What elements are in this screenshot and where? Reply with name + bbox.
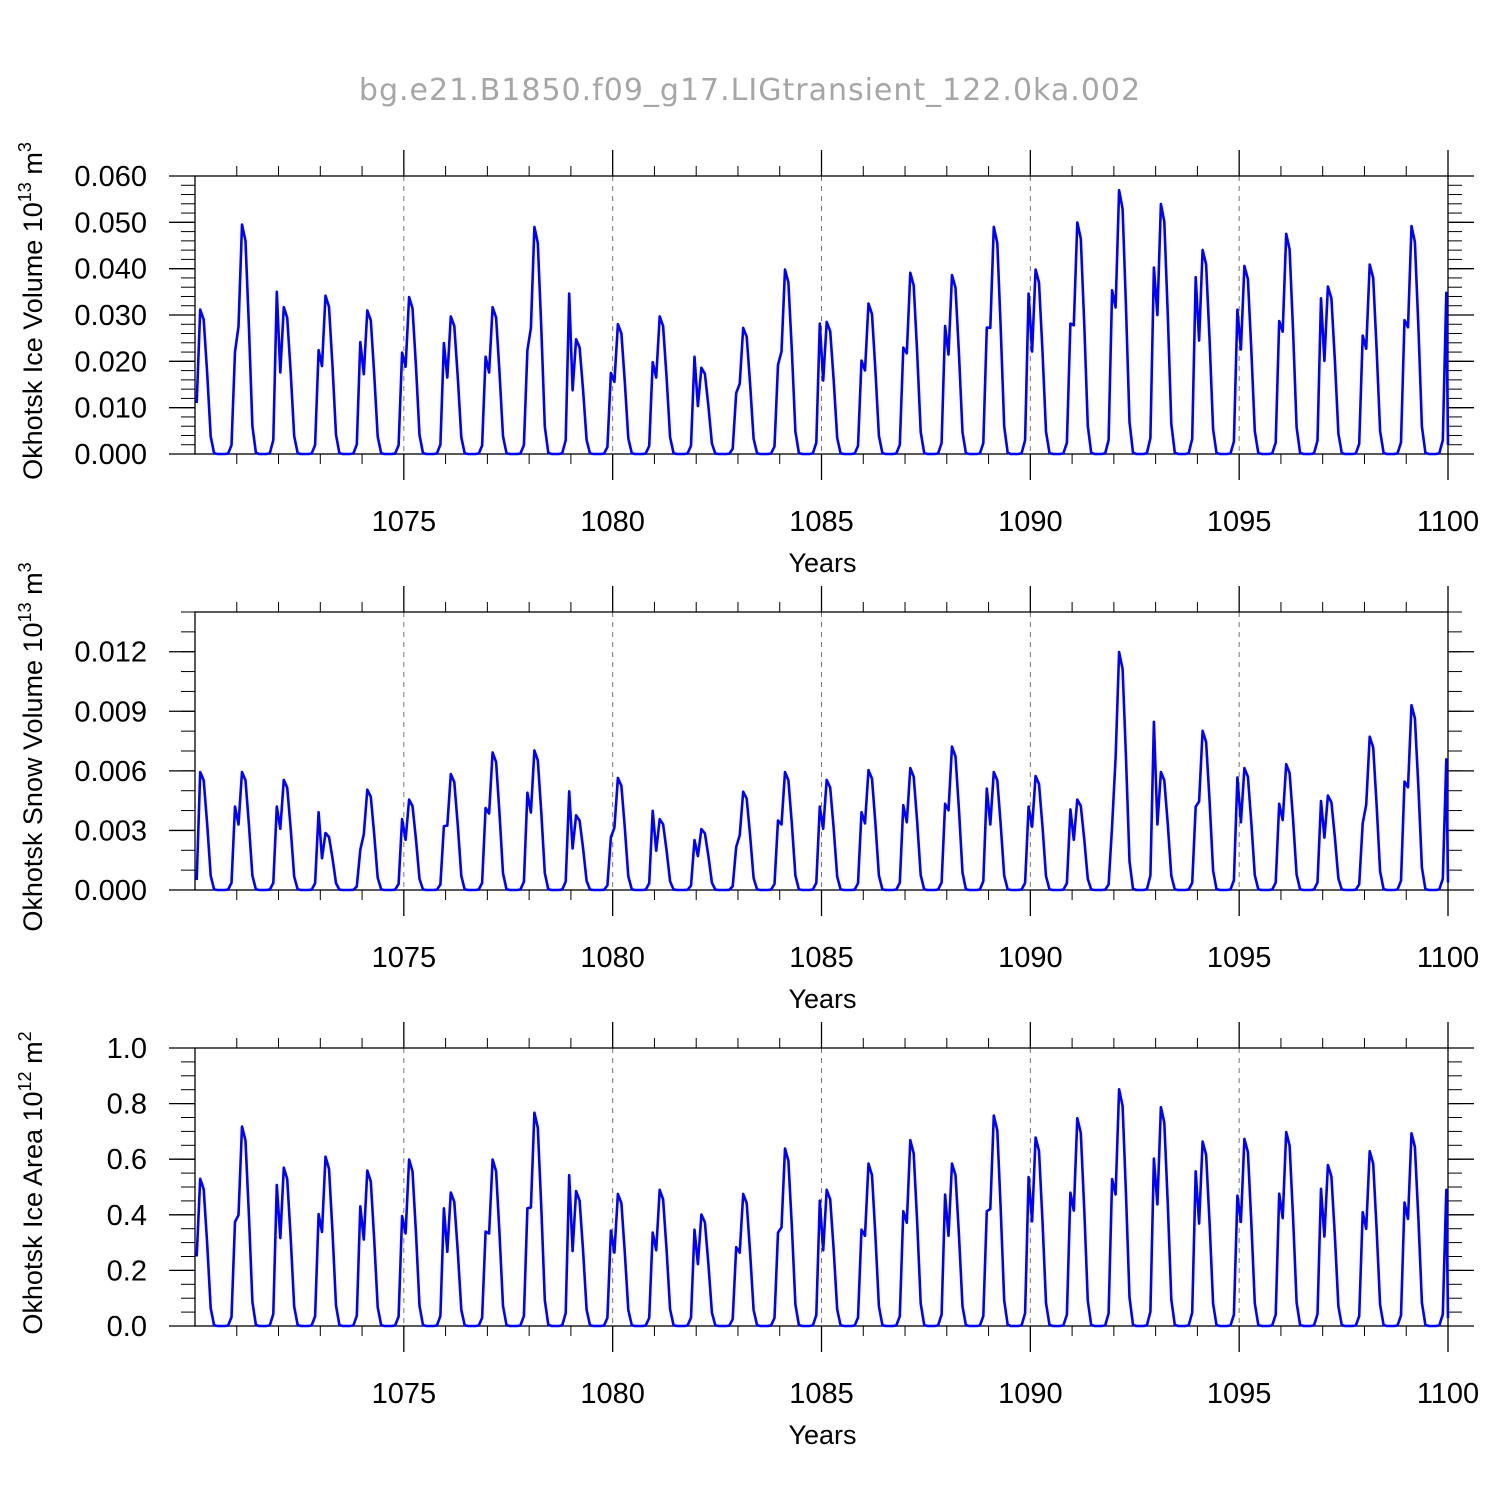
x-tick-label: 1080	[580, 1378, 645, 1410]
x-axis-label: Years	[788, 984, 856, 1014]
series-line	[195, 650, 1450, 892]
y-axis-label: Okhotsk Ice Area 1012 m2	[15, 1031, 48, 1334]
x-tick-label: 1100	[1417, 506, 1479, 538]
ice-area-panel: 1075 1080 1085 1090 1095 1100 0.0 0.2 0.4 0.6 0.8 1…	[15, 1022, 1479, 1450]
y-tick-label: 0.009	[74, 696, 147, 728]
y-tick-label: 0.060	[74, 161, 147, 193]
x-tick-label: 1095	[1207, 1378, 1272, 1410]
x-tick-label: 1100	[1417, 942, 1479, 974]
y-tick-label: 0.012	[74, 637, 147, 669]
x-tick-label: 1075	[372, 506, 437, 538]
y-tick-label: 0.0	[107, 1311, 147, 1343]
x-tick-label: 1080	[580, 506, 645, 538]
y-tick-label: 0.000	[74, 439, 147, 471]
y-tick-label: 0.003	[74, 815, 147, 847]
y-tick-label: 0.006	[74, 756, 147, 788]
series-line	[195, 188, 1450, 456]
series-line	[195, 1088, 1450, 1328]
x-tick-label: 1085	[789, 506, 854, 538]
x-tick-label: 1090	[998, 1378, 1063, 1410]
x-tick-label: 1095	[1207, 506, 1272, 538]
x-tick-label: 1090	[998, 506, 1063, 538]
x-tick-label: 1075	[372, 942, 437, 974]
ice-volume-panel: 1075 1080 1085 1090 1095 1100 0.000 0.010 0.020 0…	[15, 142, 1479, 578]
x-tick-label: 1090	[998, 942, 1063, 974]
x-axis-label: Years	[788, 1420, 856, 1450]
x-tick-label: 1075	[372, 1378, 437, 1410]
y-axis-label: Okhotsk Snow Volume 1013 m3	[15, 562, 48, 931]
figure-title: bg.e21.B1850.f09_g17.LIGtransient_122.0k…	[359, 73, 1141, 108]
x-tick-label: 1085	[789, 1378, 854, 1410]
y-tick-label: 0.000	[74, 875, 147, 907]
snow-volume-panel: 1075 1080 1085 1090 1095 1100 0.000 0.003 0.006 0…	[15, 562, 1479, 1014]
y-tick-label: 0.010	[74, 393, 147, 425]
y-tick-label: 0.6	[107, 1144, 147, 1176]
y-axis-label: Okhotsk Ice Volume 1013 m3	[15, 142, 48, 480]
x-tick-label: 1080	[580, 942, 645, 974]
x-tick-label: 1100	[1417, 1378, 1479, 1410]
y-tick-label: 0.040	[74, 254, 147, 286]
y-tick-label: 0.8	[107, 1089, 147, 1121]
y-tick-label: 0.2	[107, 1255, 147, 1287]
y-tick-label: 0.4	[107, 1200, 147, 1232]
y-tick-label: 0.020	[74, 346, 147, 378]
y-tick-label: 0.030	[74, 300, 147, 332]
y-tick-label: 1.0	[107, 1033, 147, 1065]
y-tick-label: 0.050	[74, 207, 147, 239]
x-tick-label: 1095	[1207, 942, 1272, 974]
x-tick-label: 1085	[789, 942, 854, 974]
x-axis-label: Years	[788, 548, 856, 578]
